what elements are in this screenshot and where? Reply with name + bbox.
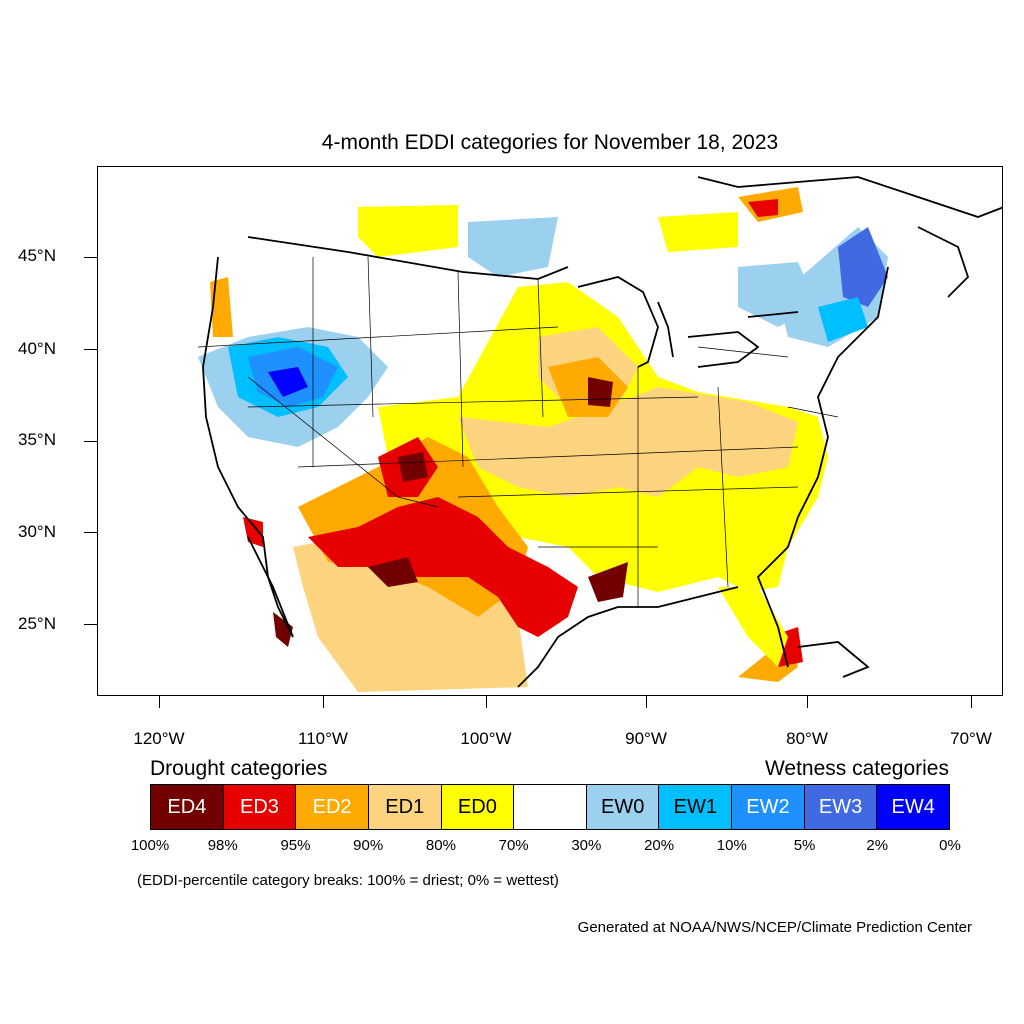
lon-tick xyxy=(323,696,324,708)
legend-cell-ew1: EW1 xyxy=(659,785,733,829)
legend-break-label: 20% xyxy=(644,837,675,854)
legend-break-label: 0% xyxy=(939,837,961,854)
legend-cell-neutral xyxy=(514,785,587,829)
region-ew4 xyxy=(268,367,308,397)
legend-colorbar: ED4 ED3 ED2 ED1 ED0 EW0 EW1 EW2 EW3 EW4 xyxy=(150,784,950,830)
legend-break-label: 30% xyxy=(571,837,602,854)
legend-cell-ew0: EW0 xyxy=(586,785,660,829)
legend-break-label: 80% xyxy=(425,837,456,854)
legend-break-label: 100% xyxy=(130,837,170,854)
lat-tick xyxy=(84,349,97,350)
lon-label-70: 70°W xyxy=(950,729,992,748)
lat-label-40: 40°N xyxy=(18,339,56,358)
legend-break-label: 95% xyxy=(280,837,311,854)
legend-cell-ed3: ED3 xyxy=(223,785,297,829)
lon-tick xyxy=(971,696,972,708)
legend-cell-ew4: EW4 xyxy=(877,785,950,829)
region-ed3 xyxy=(308,497,578,637)
lon-tick xyxy=(646,696,647,708)
legend-cell-ew2: EW2 xyxy=(732,785,805,829)
coastlines xyxy=(202,176,1002,688)
legend-break-label: 90% xyxy=(353,837,384,854)
credit-line: Generated at NOAA/NWS/NCEP/Climate Predi… xyxy=(577,919,972,936)
lon-label-110: 110°W xyxy=(298,729,348,748)
lat-tick xyxy=(84,532,97,533)
legend-cell-ed4: ED4 xyxy=(151,785,224,829)
lat-label-45: 45°N xyxy=(18,246,56,265)
legend-break-label: 98% xyxy=(207,837,238,854)
lon-label-80: 80°W xyxy=(786,729,828,748)
lat-tick xyxy=(84,441,97,442)
legend-break-label: 5% xyxy=(793,837,816,854)
lat-label-25: 25°N xyxy=(18,614,56,633)
legend-cell-ew3: EW3 xyxy=(804,785,878,829)
lat-tick xyxy=(84,257,97,258)
state-borders xyxy=(197,256,839,607)
legend-break-label: 10% xyxy=(716,837,747,854)
lon-tick xyxy=(807,696,808,708)
legend-cell-ed1: ED1 xyxy=(368,785,442,829)
lat-label-35: 35°N xyxy=(18,430,56,449)
legend-cell-ed2: ED2 xyxy=(296,785,369,829)
eddi-map xyxy=(98,167,1002,695)
region-ed4 xyxy=(368,557,418,587)
lat-label-30: 30°N xyxy=(18,522,56,541)
lon-tick xyxy=(486,696,487,708)
lon-label-90: 90°W xyxy=(625,729,667,748)
lon-label-100: 100°W xyxy=(460,729,512,748)
map-title: 4-month EDDI categories for November 18,… xyxy=(321,131,779,154)
legend-break-label: 70% xyxy=(498,837,529,854)
region-ew3 xyxy=(838,227,888,307)
lon-tick xyxy=(159,696,160,708)
wetness-heading: Wetness categories xyxy=(764,757,949,780)
map-frame xyxy=(97,166,1003,696)
legend-cell-ed0: ED0 xyxy=(441,785,515,829)
footnote: (EDDI-percentile category breaks: 100% =… xyxy=(137,872,559,889)
drought-heading: Drought categories xyxy=(150,757,328,780)
lat-tick xyxy=(84,624,97,625)
legend-break-label: 2% xyxy=(866,837,889,854)
lon-label-120: 120°W xyxy=(133,729,185,748)
